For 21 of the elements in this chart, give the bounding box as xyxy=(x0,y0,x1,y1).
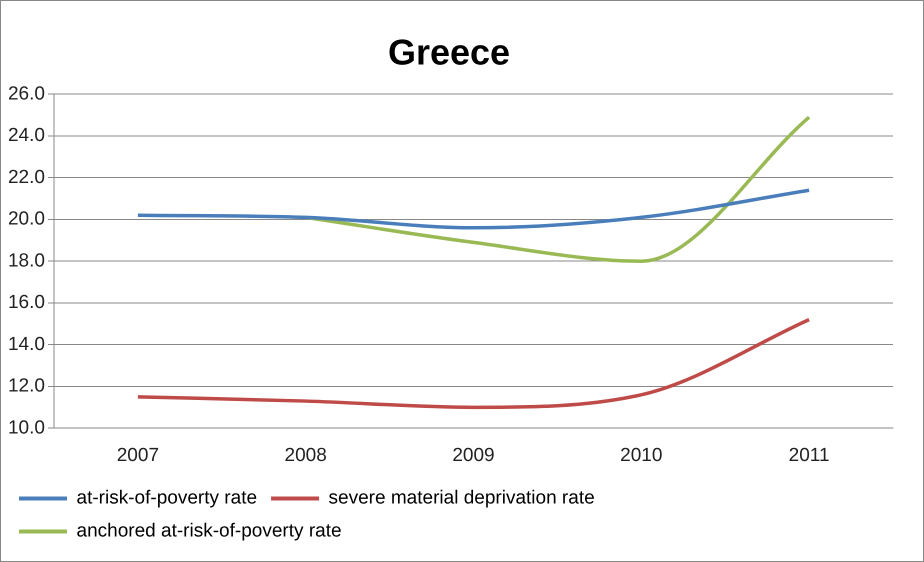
x-tick-label: 2009 xyxy=(452,444,495,466)
y-tick-label: 14.0 xyxy=(8,334,45,355)
x-tick-label: 2010 xyxy=(620,444,662,466)
y-tick-label: 24.0 xyxy=(8,125,45,146)
y-tick-label: 22.0 xyxy=(8,166,45,188)
y-tick-label: 12.0 xyxy=(8,376,45,397)
chart-title: Greece xyxy=(388,32,510,73)
x-tick-label: 2011 xyxy=(788,444,830,466)
y-tick-label: 10.0 xyxy=(8,417,45,438)
legend-label: at-risk-of-poverty rate xyxy=(76,488,258,509)
y-tick-label: 20.0 xyxy=(8,208,45,230)
line-series xyxy=(304,115,811,263)
line-series xyxy=(136,188,811,230)
x-tick-label: 2007 xyxy=(116,444,160,466)
x-tick-label: 2008 xyxy=(284,444,327,466)
legend-label: anchored at-risk-of-poverty rate xyxy=(76,520,342,542)
y-tick-label: 26.0 xyxy=(8,83,45,104)
line-series xyxy=(136,318,811,410)
y-tick-label: 18.0 xyxy=(8,250,45,272)
legend-label: severe material deprivation rate xyxy=(328,488,595,509)
y-tick-label: 16.0 xyxy=(8,292,45,314)
